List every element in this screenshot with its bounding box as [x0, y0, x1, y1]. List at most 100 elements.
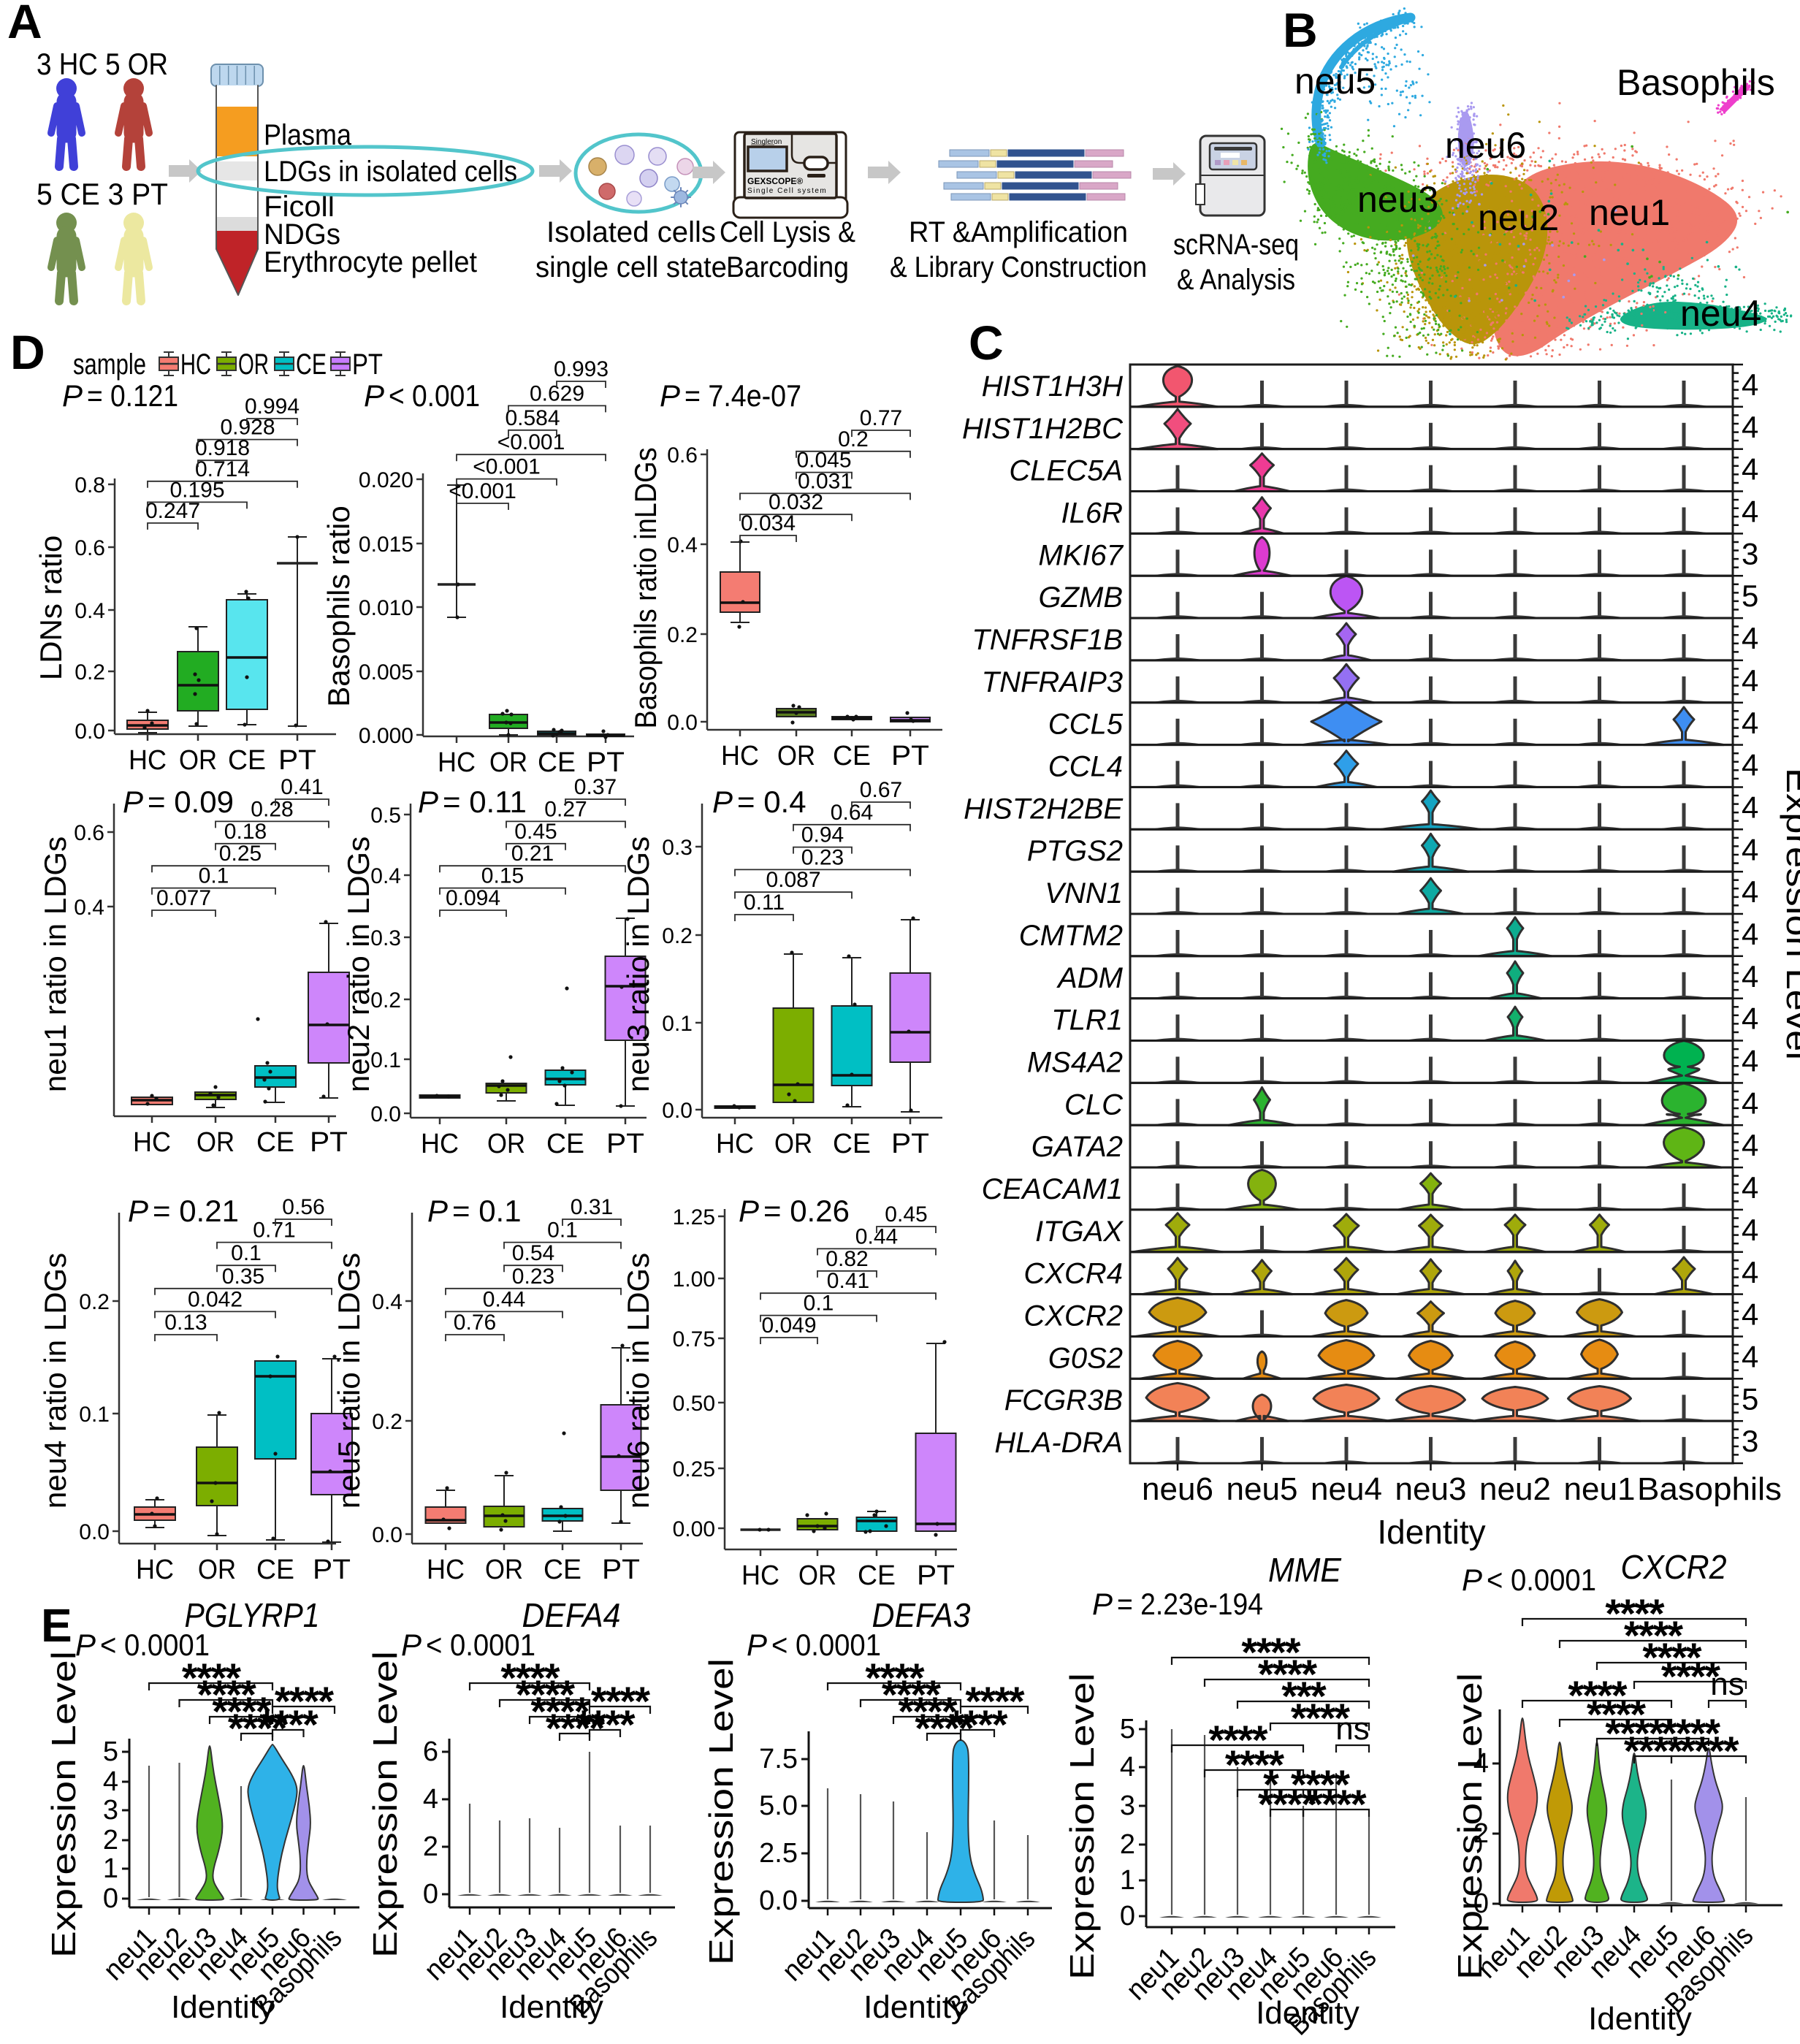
- svg-text:HC: HC: [438, 747, 476, 778]
- svg-text:0.2: 0.2: [838, 427, 869, 451]
- svg-text:FCGR3B: FCGR3B: [1004, 1384, 1123, 1416]
- svg-text:PT: PT: [352, 348, 383, 381]
- svg-text:P: P: [747, 1628, 767, 1662]
- svg-text:neu4: neu4: [1680, 293, 1761, 334]
- svg-text:4: 4: [1742, 706, 1758, 740]
- svg-text:CLC: CLC: [1064, 1088, 1124, 1121]
- svg-text:CXCR2: CXCR2: [1621, 1548, 1727, 1586]
- svg-text:0.0: 0.0: [372, 1523, 403, 1547]
- svg-text:5.0: 5.0: [759, 1791, 798, 1821]
- svg-text:****: ****: [1605, 1710, 1664, 1756]
- svg-text:neu4 ratio in LDGs: neu4 ratio in LDGs: [38, 1253, 72, 1509]
- svg-text:VNN1: VNN1: [1045, 877, 1123, 909]
- svg-text:NDGs: NDGs: [264, 218, 340, 251]
- svg-text:4: 4: [1742, 748, 1758, 782]
- svg-text:****: ****: [1307, 1781, 1366, 1827]
- svg-text:A: A: [7, 0, 42, 48]
- svg-text:PT: PT: [606, 1129, 644, 1159]
- svg-text:HC: HC: [721, 741, 759, 771]
- svg-text:P: P: [1092, 1587, 1113, 1621]
- svg-text:CE: CE: [546, 1129, 584, 1159]
- svg-text:****: ****: [1661, 1710, 1720, 1756]
- svg-text:****: ****: [898, 1688, 957, 1734]
- svg-text:****: ****: [1258, 1781, 1317, 1827]
- svg-text:****: ****: [1642, 1634, 1701, 1680]
- svg-text:****: ****: [865, 1655, 924, 1701]
- svg-text:HC: HC: [129, 745, 167, 776]
- svg-text:MS4A2: MS4A2: [1027, 1047, 1123, 1079]
- svg-text:0.3: 0.3: [662, 836, 693, 860]
- svg-text:0.67: 0.67: [860, 778, 902, 802]
- svg-text:PT: PT: [891, 1129, 929, 1159]
- svg-text:****: ****: [1241, 1629, 1300, 1675]
- svg-text:4: 4: [1742, 1002, 1758, 1036]
- svg-text:0.11: 0.11: [744, 891, 785, 915]
- svg-text:****: ****: [500, 1655, 560, 1701]
- svg-text:MKI67: MKI67: [1038, 539, 1124, 571]
- svg-text:0: 0: [1473, 1888, 1489, 1919]
- svg-text:0.2: 0.2: [370, 988, 401, 1013]
- svg-text:4: 4: [1742, 1213, 1758, 1247]
- svg-text:B: B: [1283, 3, 1318, 57]
- svg-text:4: 4: [1742, 452, 1758, 487]
- svg-text:= 0.121: = 0.121: [87, 378, 178, 413]
- svg-text:0.71: 0.71: [253, 1219, 295, 1243]
- svg-text:PT: PT: [602, 1555, 640, 1585]
- svg-text:CMTM2: CMTM2: [1019, 920, 1123, 952]
- svg-text:P: P: [75, 1628, 96, 1662]
- svg-text:0.0: 0.0: [667, 711, 698, 735]
- svg-text:0.032: 0.032: [769, 490, 823, 514]
- svg-text:0.31: 0.31: [571, 1195, 613, 1219]
- svg-text:CE: CE: [858, 1560, 896, 1591]
- svg-text:Basophils: Basophils: [1617, 62, 1775, 103]
- svg-text:4: 4: [1742, 874, 1758, 909]
- svg-text:sample: sample: [73, 348, 146, 381]
- svg-text:CCL5: CCL5: [1048, 709, 1124, 741]
- svg-text:0.034: 0.034: [741, 511, 796, 535]
- svg-text:ns: ns: [1335, 1711, 1369, 1747]
- svg-text:1: 1: [103, 1853, 118, 1884]
- svg-text:4: 4: [1742, 1170, 1758, 1205]
- svg-text:Identity: Identity: [1588, 2001, 1692, 2037]
- svg-text:= 0.26: = 0.26: [763, 1194, 850, 1228]
- svg-text:2: 2: [103, 1825, 118, 1856]
- svg-text:Basophils: Basophils: [1637, 1471, 1782, 1507]
- svg-text:0.994: 0.994: [245, 394, 300, 419]
- svg-text:Expression Level: Expression Level: [45, 1651, 83, 1958]
- svg-text:neu6 ratio in LDGs: neu6 ratio in LDGs: [621, 1253, 655, 1509]
- svg-text:neu5: neu5: [1294, 61, 1376, 102]
- svg-text:0.94: 0.94: [801, 823, 844, 847]
- svg-text:0.993: 0.993: [554, 357, 609, 381]
- svg-text:G0S2: G0S2: [1048, 1342, 1123, 1374]
- svg-text:0.15: 0.15: [481, 864, 524, 888]
- svg-text:P: P: [128, 1194, 148, 1228]
- svg-text:4: 4: [1742, 663, 1758, 698]
- svg-text:0.1: 0.1: [231, 1241, 262, 1265]
- svg-text:HC: HC: [133, 1127, 171, 1158]
- svg-text:Basophils ratio inLDGs: Basophils ratio inLDGs: [628, 448, 663, 729]
- svg-text:5: 5: [1742, 579, 1758, 613]
- svg-text:0.77: 0.77: [860, 406, 902, 430]
- svg-text:0.41: 0.41: [281, 775, 323, 799]
- svg-text:ADM: ADM: [1056, 962, 1124, 994]
- svg-text:P: P: [123, 785, 143, 819]
- svg-text:Identity: Identity: [863, 1989, 967, 2025]
- svg-text:0: 0: [423, 1879, 438, 1910]
- svg-text:4: 4: [1742, 621, 1758, 655]
- svg-text:4: 4: [1742, 410, 1758, 444]
- svg-text:4: 4: [1473, 1748, 1489, 1779]
- svg-text:0.75: 0.75: [673, 1327, 715, 1351]
- svg-text:< 0.0001: < 0.0001: [1487, 1563, 1596, 1597]
- svg-text:****: ****: [212, 1688, 271, 1734]
- svg-text:0.714: 0.714: [195, 457, 250, 481]
- svg-text:****: ****: [882, 1671, 941, 1717]
- svg-text:0.020: 0.020: [359, 468, 413, 492]
- svg-text:<0.001: <0.001: [497, 430, 565, 454]
- svg-text:MME: MME: [1268, 1551, 1342, 1589]
- svg-text:GATA2: GATA2: [1031, 1131, 1123, 1163]
- svg-text:Identity: Identity: [1377, 1513, 1485, 1551]
- svg-text:3: 3: [1742, 1424, 1758, 1458]
- svg-text:OR: OR: [489, 747, 527, 778]
- svg-text:< 0.0001: < 0.0001: [426, 1628, 535, 1662]
- svg-text:****: ****: [591, 1678, 650, 1724]
